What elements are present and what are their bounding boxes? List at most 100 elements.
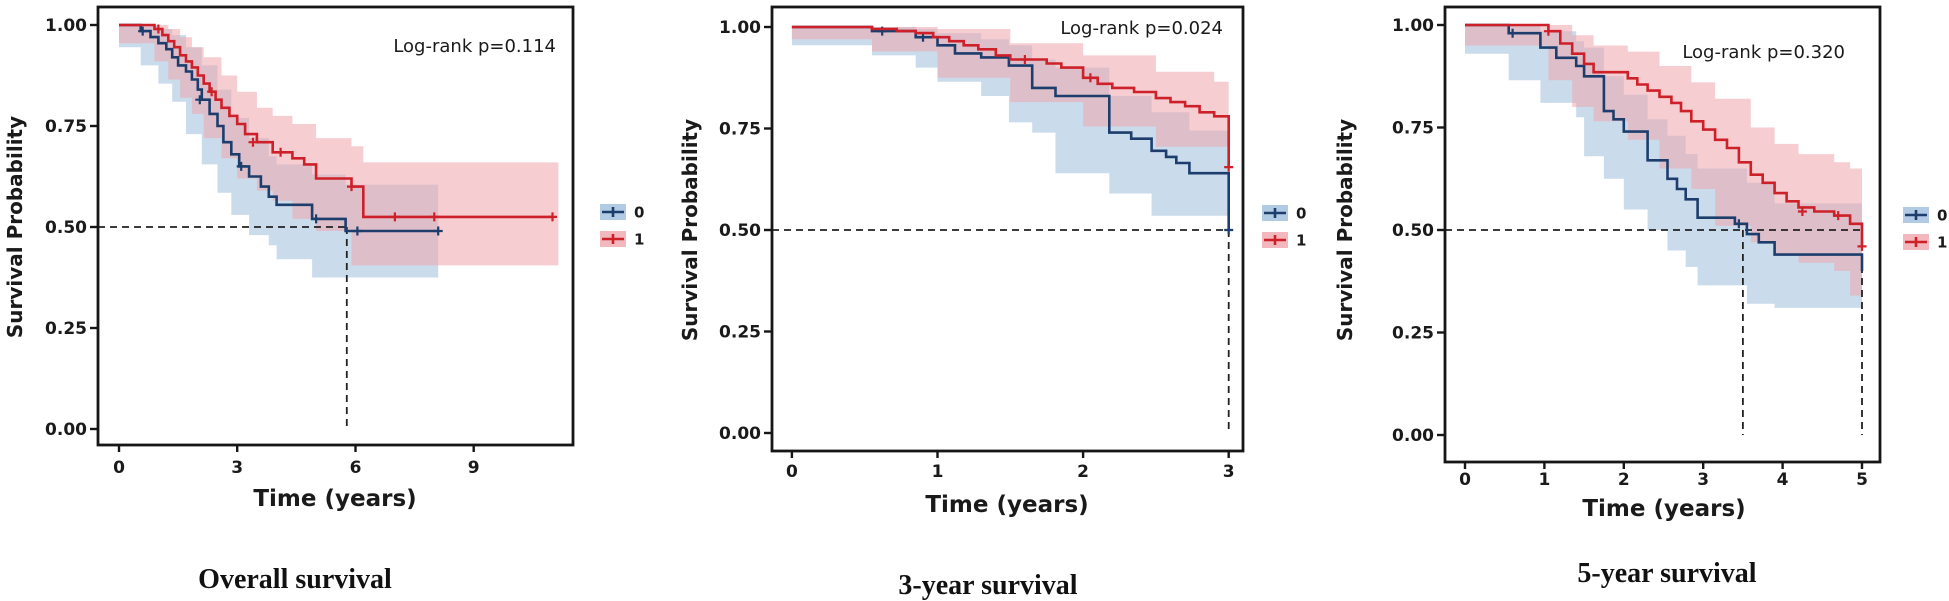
y-axis-label: Survival Probability (1333, 119, 1357, 341)
panel-title: Overall survival (198, 564, 392, 595)
censor-plus-icon (276, 147, 286, 157)
median-guides (98, 226, 348, 429)
confidence-band-1 (119, 25, 559, 266)
censor-plus-icon (236, 161, 246, 171)
legend: 01 (600, 204, 644, 249)
survival-curve-1 (791, 25, 1230, 168)
censor-marks-1 (1543, 26, 1867, 251)
censor-plus-icon (1833, 211, 1843, 221)
legend-label: 1 (1937, 234, 1947, 252)
legend-marker-icon (1264, 235, 1286, 245)
x-tick-label: 1 (1538, 470, 1550, 490)
y-tick-label: 0.25 (719, 323, 761, 343)
y-tick-label: 0.00 (45, 420, 87, 440)
legend-label: 0 (1296, 205, 1306, 223)
panel-title: 3-year survival (898, 570, 1077, 601)
logrank-pvalue-label: Log-rank p=0.024 (1060, 18, 1223, 39)
y-tick-label: 0.75 (1392, 119, 1434, 139)
confidence-band-0 (791, 27, 1229, 216)
legend-label: 0 (1937, 207, 1947, 225)
survival-curve-0 (1465, 23, 1864, 271)
survival-curve-1 (119, 23, 553, 219)
censor-plus-icon (207, 87, 217, 97)
censor-plus-icon (352, 226, 362, 236)
confidence-band-1 (791, 27, 1229, 147)
survival-curve-0 (119, 23, 439, 233)
x-tick-label: 2 (1077, 462, 1089, 482)
x-tick-label: 6 (350, 458, 362, 478)
censor-plus-icon (1224, 225, 1234, 235)
censor-plus-icon (429, 212, 439, 222)
censor-plus-icon (138, 26, 148, 36)
x-axis-label: Time (years) (1582, 496, 1745, 522)
plot-border (1443, 5, 1882, 464)
censor-plus-icon (548, 212, 557, 222)
y-axis-label: Survival Probability (678, 119, 702, 341)
y-tick-label: 0.00 (1392, 426, 1434, 446)
legend-label: 1 (634, 231, 644, 249)
x-tick-label: 0 (1459, 470, 1471, 490)
y-tick-label: 0.50 (45, 218, 87, 238)
x-tick-label: 4 (1777, 470, 1789, 490)
y-tick-label: 0.75 (45, 117, 87, 137)
x-tick-label: 3 (1697, 470, 1709, 490)
legend-label: 1 (1296, 232, 1306, 250)
censor-marks-0 (1508, 28, 1744, 229)
logrank-pvalue-label: Log-rank p=0.320 (1682, 42, 1845, 63)
y-axis-label: Survival Probability (3, 116, 27, 338)
y-tick-label: 1.00 (719, 18, 761, 38)
censor-plus-icon (1857, 241, 1867, 251)
legend-marker-icon (602, 207, 624, 217)
censor-marks-1 (153, 24, 557, 222)
y-tick-label: 0.00 (719, 424, 761, 444)
censor-plus-icon (347, 182, 356, 192)
censor-marks-0 (138, 26, 443, 236)
x-tick-label: 0 (786, 462, 798, 482)
km-plot-overall-survival: 0 3 6 9 1.00 0.75 0.50 0.25 0.00 01 Log-rank p=0.… (3, 5, 644, 595)
y-tick-label: 0.50 (719, 221, 761, 241)
censor-plus-icon (311, 214, 321, 224)
censor-plus-icon (433, 226, 443, 236)
censor-plus-icon (1085, 73, 1095, 83)
plot-graphics: 0 3 6 9 1.00 0.75 0.50 0.25 0.00 01 (45, 5, 644, 478)
axes: 0 3 6 9 1.00 0.75 0.50 0.25 0.00 (45, 5, 575, 478)
censor-plus-icon (390, 212, 400, 222)
x-tick-label: 9 (468, 458, 480, 478)
censor-plus-icon (248, 137, 258, 147)
x-tick-label: 5 (1856, 470, 1868, 490)
y-tick-label: 0.25 (45, 319, 87, 339)
median-guides (1445, 229, 1863, 435)
legend: 01 (1903, 207, 1947, 252)
logrank-pvalue-label: Log-rank p=0.114 (393, 36, 556, 57)
x-tick-label: 0 (113, 458, 125, 478)
legend-marker-icon (602, 234, 624, 244)
censor-plus-icon (1508, 28, 1518, 38)
censor-plus-icon (1020, 55, 1030, 64)
x-tick-label: 3 (231, 458, 243, 478)
x-tick-label: 1 (932, 462, 944, 482)
legend: 01 (1262, 205, 1306, 250)
legend-marker-icon (1905, 210, 1927, 220)
censor-plus-icon (195, 95, 205, 105)
censor-plus-icon (1543, 26, 1553, 36)
legend-marker-icon (1905, 237, 1927, 247)
axes: 0 1 2 3 4 5 1.00 0.75 0.50 0.25 0.00 (1392, 5, 1882, 490)
censor-plus-icon (1797, 207, 1807, 216)
censor-marks-1 (1020, 55, 1234, 172)
axes: 0 1 2 3 1.00 0.75 0.50 0.25 0.00 (719, 5, 1245, 482)
median-guides (772, 229, 1230, 433)
x-tick-label: 2 (1618, 470, 1630, 490)
y-tick-label: 0.50 (1392, 221, 1434, 241)
panel-title: 5-year survival (1577, 558, 1756, 589)
censor-plus-icon (1224, 162, 1234, 172)
x-tick-label: 3 (1223, 462, 1235, 482)
y-tick-label: 0.25 (1392, 324, 1434, 344)
y-tick-label: 1.00 (45, 16, 87, 36)
censor-plus-icon (153, 24, 163, 34)
x-axis-label: Time (years) (253, 486, 416, 512)
